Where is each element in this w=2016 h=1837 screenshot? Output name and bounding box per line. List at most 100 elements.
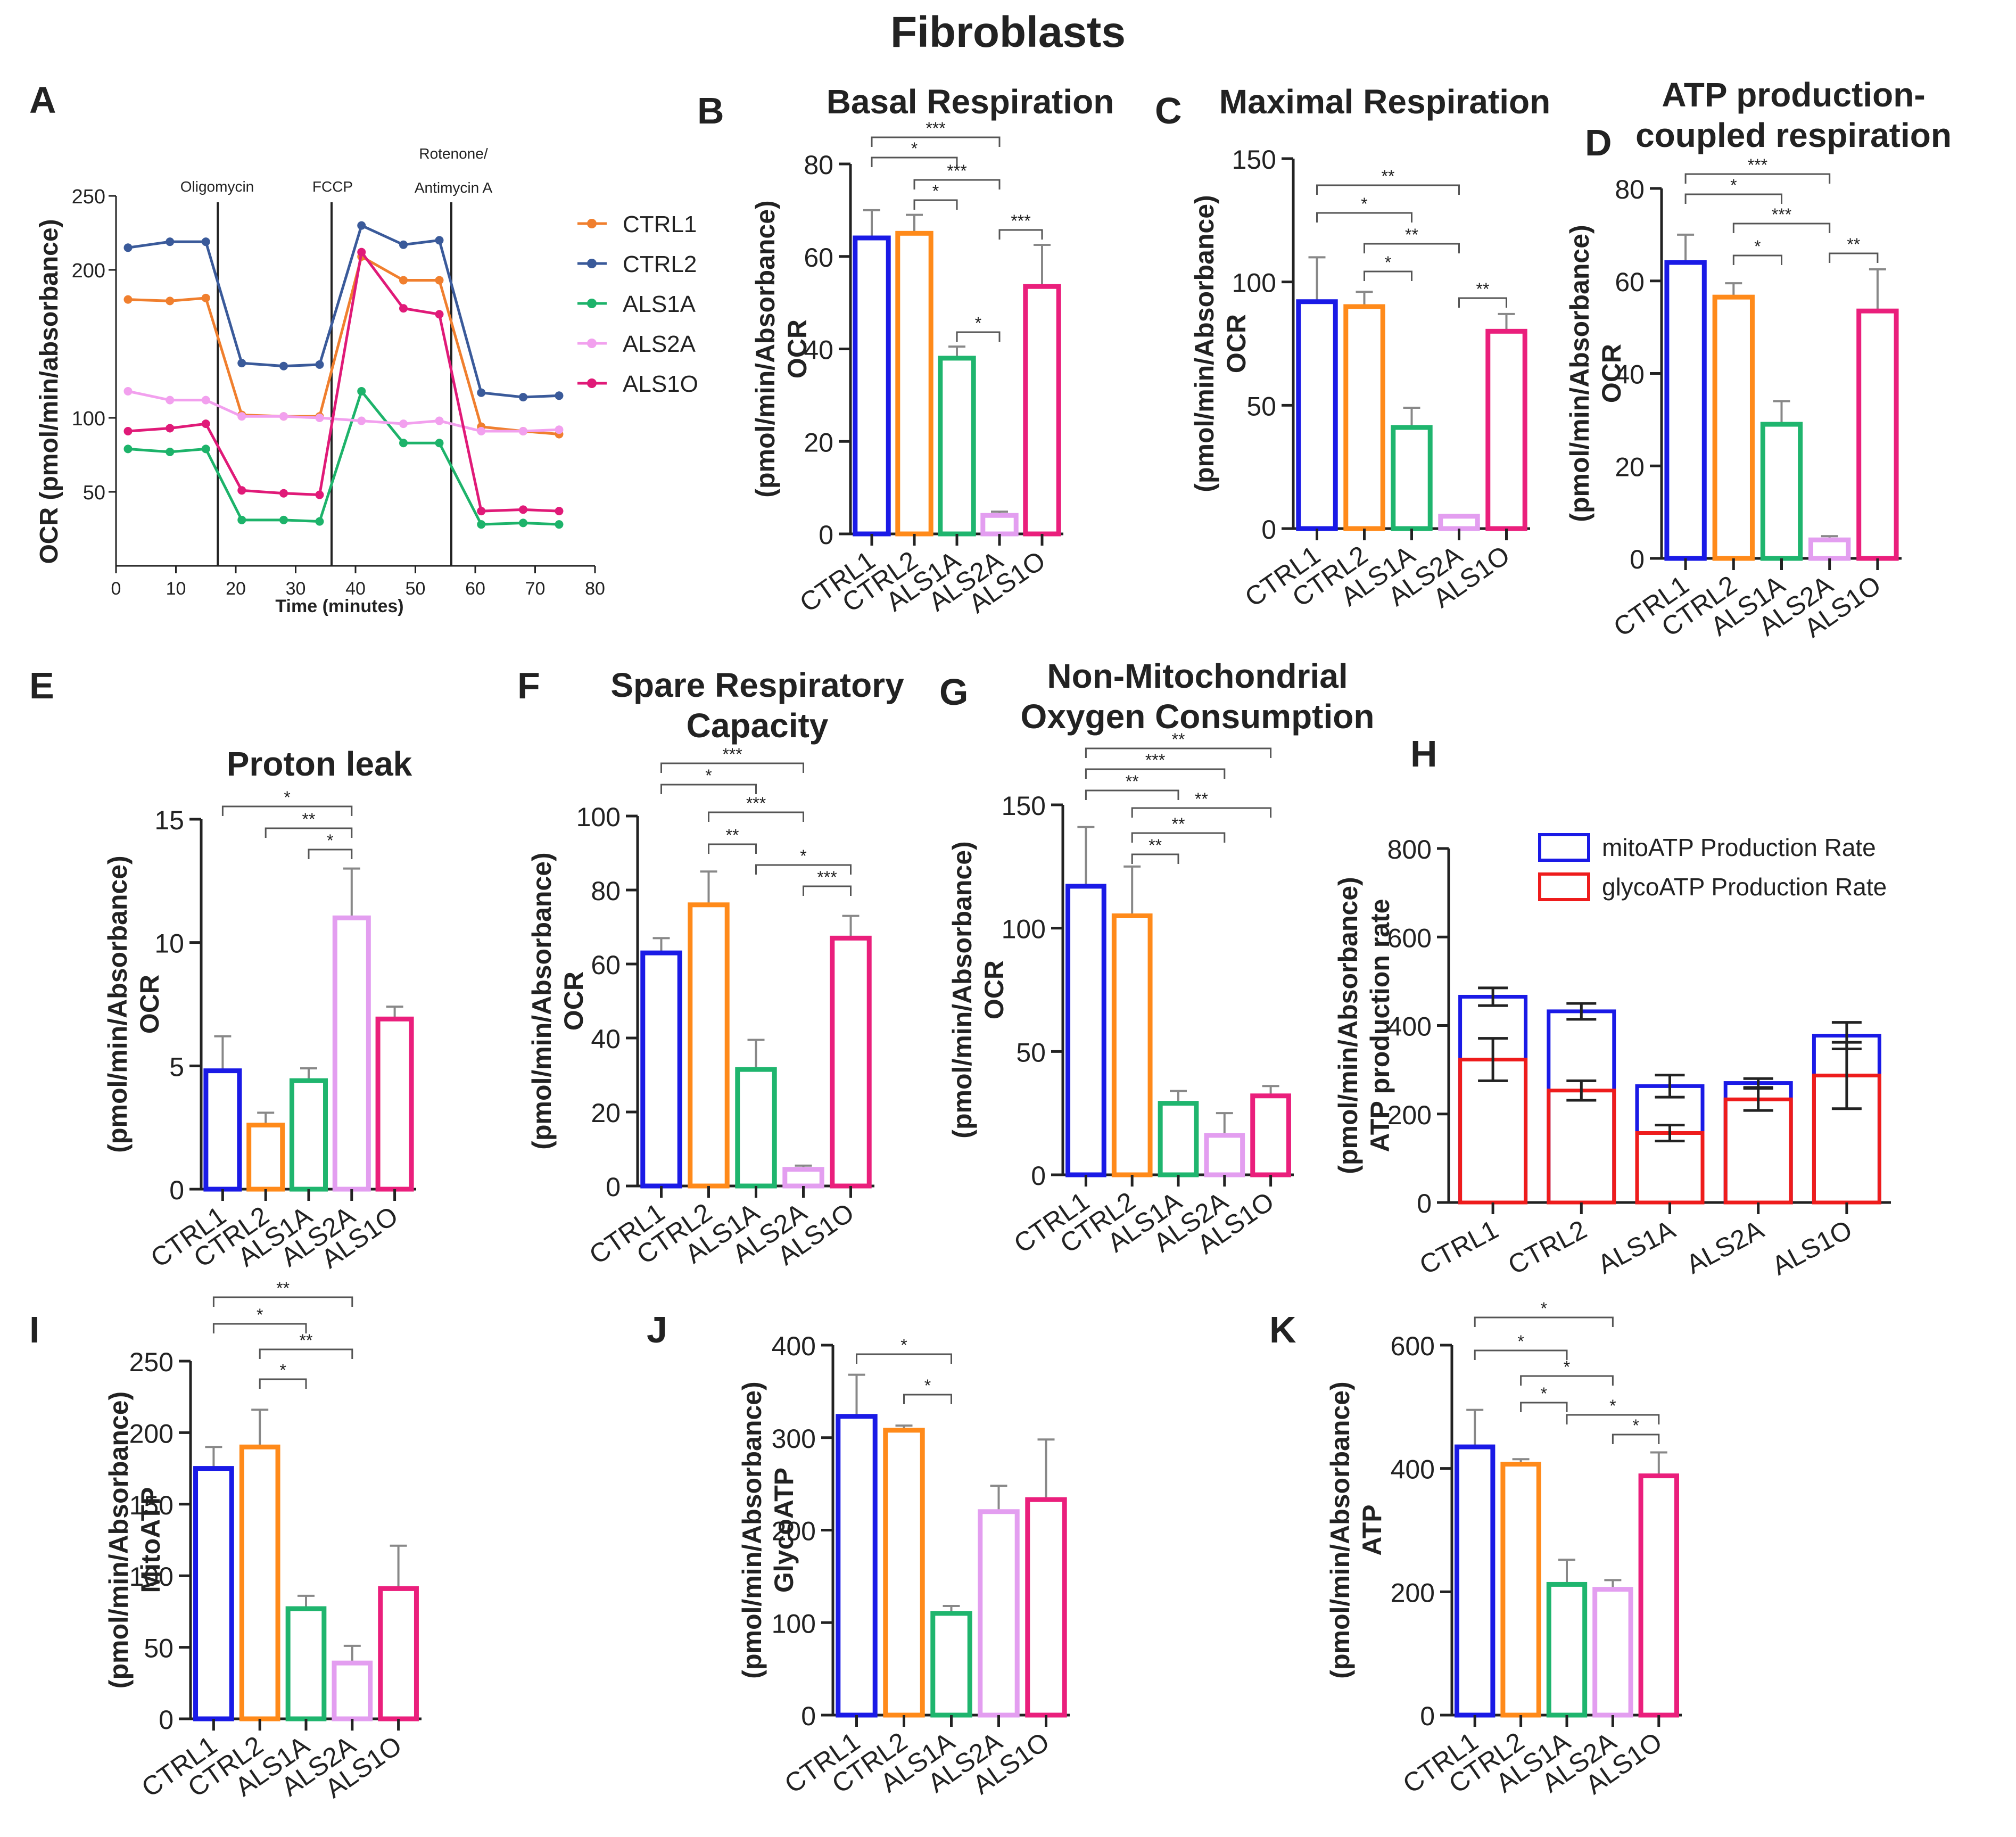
- y-tick-label: 80: [1615, 175, 1645, 204]
- y-tick-label: 800: [1387, 835, 1432, 864]
- data-point: [315, 517, 324, 526]
- significance-bracket: [913, 179, 1001, 190]
- data-point: [166, 296, 175, 306]
- bar-mito-ctrl2: [1547, 1009, 1616, 1205]
- bar-als1a: [289, 1078, 328, 1192]
- significance-label: ***: [817, 868, 837, 887]
- y-tick-label: 40: [804, 335, 833, 365]
- significance-label: *: [911, 139, 918, 158]
- significance-bracket: [1520, 1402, 1568, 1412]
- bar-als1o: [830, 935, 872, 1189]
- significance-label: **: [1476, 279, 1490, 299]
- y-tick-label: 60: [1615, 267, 1645, 297]
- data-point: [435, 416, 444, 425]
- data-point: [399, 276, 408, 285]
- significance-bracket: [1131, 807, 1272, 818]
- data-point: [166, 396, 175, 405]
- bar-ctrl2: [688, 902, 730, 1189]
- significance-label: ***: [722, 745, 742, 764]
- x-tick-label: 10: [166, 579, 186, 599]
- bar-ctrl2: [246, 1123, 285, 1192]
- data-point: [123, 427, 133, 436]
- significance-bracket: [1474, 1349, 1568, 1360]
- y-tick-label: 40: [591, 1024, 621, 1054]
- chart-panel-e: E Proton leak OCR(pmol/min/Absorbance) 0 5 10…: [29, 665, 416, 1274]
- significance-label: *: [279, 1361, 286, 1380]
- data-point: [519, 518, 527, 528]
- significance-bracket: [856, 1353, 952, 1364]
- bar-ctrl2: [1343, 304, 1385, 531]
- data-point: [123, 243, 133, 252]
- chart-panel-k: KATP(pmol/min/Absorbance)0200400600CTRL1…: [1269, 1299, 1682, 1800]
- panel-label-i: I: [29, 1309, 39, 1350]
- legend-label: ALS2A: [623, 331, 696, 357]
- line-series-als1o: [128, 249, 559, 513]
- data-point: [357, 416, 366, 425]
- data-point: [201, 396, 210, 405]
- bar-ctrl1: [1455, 1444, 1496, 1718]
- significance-bracket: [755, 864, 852, 875]
- bar-als1o: [378, 1586, 419, 1721]
- data-point: [435, 310, 444, 319]
- data-point: [477, 427, 486, 436]
- y-axis-label: ATP production rate: [1365, 899, 1395, 1152]
- x-tick-label: ALS1A: [1593, 1214, 1680, 1280]
- data-point: [477, 388, 486, 397]
- significance-label: *: [924, 1376, 931, 1395]
- annotation-antimycin: Antimycin A: [415, 179, 493, 196]
- significance-label: *: [1564, 1357, 1570, 1377]
- bar-als2a: [1592, 1587, 1633, 1718]
- significance-label: *: [257, 1305, 263, 1324]
- x-tick-label: 60: [465, 579, 485, 599]
- y-tick-label: 200: [72, 260, 105, 282]
- panel-label-g: G: [939, 671, 968, 713]
- bar-als1a: [735, 1067, 777, 1189]
- significance-label: *: [932, 182, 939, 201]
- bar-als1a: [1760, 422, 1803, 561]
- y-tick-label: 600: [1387, 923, 1432, 953]
- chart-title: ATP production-: [1662, 76, 1925, 114]
- significance-label: **: [1195, 789, 1208, 809]
- y-axis-label: ATP: [1357, 1504, 1387, 1555]
- significance-bracket: [259, 1378, 307, 1389]
- significance-label: *: [800, 846, 806, 866]
- significance-label: ***: [1748, 155, 1767, 175]
- data-point: [315, 414, 324, 422]
- significance-bracket: [1458, 297, 1507, 308]
- chart-panel-a: A 50 100 200 250 0 10 20 30 40 50 60 70 80 Time (minut…: [29, 79, 698, 616]
- legend-marker: [587, 299, 597, 308]
- y-axis-label: OCR: [1597, 344, 1626, 403]
- y-tick-label: 50: [1246, 391, 1276, 421]
- significance-bracket: [1364, 243, 1460, 253]
- legend-swatch: [1538, 872, 1590, 901]
- y-axis-label: (pmol/min/Absorbance): [104, 1391, 134, 1688]
- significance-label: *: [900, 1336, 907, 1355]
- legend-marker: [587, 378, 597, 388]
- significance-label: **: [726, 826, 739, 845]
- bar-als1o: [1250, 1093, 1291, 1177]
- legend-marker: [587, 259, 597, 268]
- bar-ctrl2: [883, 1428, 925, 1718]
- y-tick-label: 100: [72, 408, 105, 430]
- chart-title: Basal Respiration: [827, 83, 1114, 121]
- significance-label: ***: [1772, 205, 1791, 224]
- bar-ctrl1: [640, 950, 682, 1189]
- significance-bracket: [308, 849, 353, 859]
- significance-label: *: [1541, 1299, 1547, 1318]
- data-point: [555, 391, 564, 400]
- bar-als1o: [375, 1016, 414, 1192]
- data-point: [435, 276, 444, 285]
- data-point: [237, 486, 246, 495]
- legend-label: ALS1A: [623, 291, 696, 317]
- x-axis-label: Time (minutes): [275, 596, 403, 616]
- significance-bracket: [212, 1323, 307, 1333]
- significance-bracket: [660, 784, 757, 794]
- bar-ctrl2: [895, 230, 933, 537]
- data-point: [166, 237, 175, 246]
- y-tick-label: 0: [819, 520, 833, 550]
- y-tick-label: 5: [169, 1052, 184, 1082]
- data-point: [399, 419, 408, 429]
- data-point: [123, 386, 133, 396]
- y-tick-label: 60: [804, 243, 833, 273]
